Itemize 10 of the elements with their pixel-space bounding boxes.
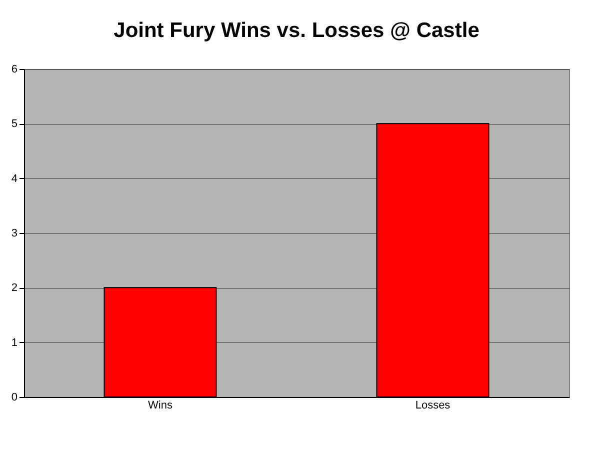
y-tick-label: 6 xyxy=(11,64,18,76)
x-tick-label: Wins xyxy=(148,400,173,412)
y-tick-label: 2 xyxy=(11,282,18,294)
y-tick-label: 0 xyxy=(11,392,18,404)
y-tick-label: 3 xyxy=(11,228,18,240)
y-tick-label: 1 xyxy=(11,336,18,349)
y-tick-label: 4 xyxy=(11,172,18,185)
x-tick-label: Losses xyxy=(415,400,451,412)
chart-title: Joint Fury Wins vs. Losses @ Castle xyxy=(114,19,480,42)
y-tick-label: 5 xyxy=(11,118,18,130)
